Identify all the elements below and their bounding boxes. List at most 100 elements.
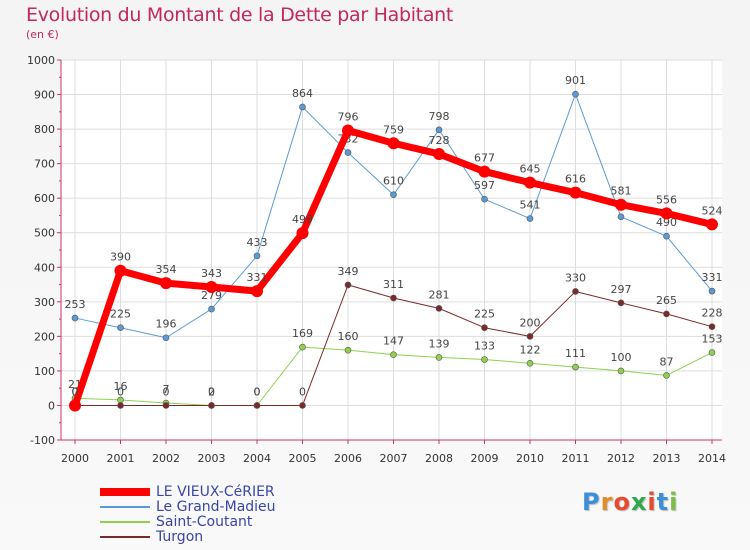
data-label: 139 (429, 337, 450, 350)
data-point (663, 372, 670, 379)
data-point (663, 232, 670, 240)
legend-label: Saint-Coutant (156, 513, 253, 530)
data-label: 524 (702, 204, 723, 217)
data-label: 331 (702, 271, 723, 284)
data-label: 16 (114, 380, 128, 393)
x-tick-label: 2006 (334, 452, 362, 465)
logo-letter: r (600, 488, 614, 516)
x-tick-label: 2014 (698, 452, 726, 465)
data-label: 556 (656, 193, 677, 206)
x-tick-label: 2003 (198, 452, 226, 465)
y-tick-label: 600 (34, 192, 55, 205)
data-label: 330 (565, 271, 586, 284)
x-tick-label: 2004 (243, 452, 271, 465)
data-label: 253 (65, 298, 86, 311)
legend-item: Turgon (100, 528, 330, 545)
x-tick-label: 2002 (152, 452, 180, 465)
data-point (526, 333, 534, 340)
data-point (390, 191, 397, 199)
data-point (706, 218, 718, 231)
data-label: 759 (383, 123, 404, 136)
data-point (162, 402, 170, 409)
y-tick-label: 300 (34, 296, 55, 309)
x-tick-label: 2010 (516, 452, 544, 465)
x-tick-label: 2012 (607, 452, 635, 465)
y-tick-label: 700 (34, 158, 55, 171)
data-point (208, 305, 215, 313)
logo-letter: i (669, 488, 679, 516)
data-label: 541 (520, 199, 541, 212)
data-point (569, 186, 582, 199)
data-label: 100 (611, 351, 632, 364)
data-label: 610 (383, 175, 404, 188)
data-label: 225 (110, 308, 131, 321)
data-label: 0 (299, 385, 306, 398)
data-label: 196 (156, 318, 177, 331)
legend-label: LE VIEUX-CéRIER (156, 483, 275, 500)
data-label: 279 (201, 289, 222, 302)
data-point (387, 137, 400, 150)
data-point (253, 402, 261, 409)
data-label: 133 (474, 340, 495, 353)
data-point (572, 90, 579, 98)
data-label: 433 (247, 236, 268, 249)
data-label: 677 (474, 152, 495, 165)
data-point (572, 288, 579, 295)
data-point (617, 213, 625, 221)
data-label: 864 (292, 87, 313, 100)
data-point (481, 195, 488, 203)
y-tick-label: 900 (34, 89, 55, 102)
data-label: 349 (338, 265, 359, 278)
data-label: 0 (72, 385, 79, 398)
data-point (524, 176, 536, 189)
legend-label: Le Grand-Madieu (156, 498, 276, 515)
data-point (117, 402, 124, 409)
data-point (660, 207, 673, 220)
data-point (344, 281, 352, 289)
data-point (617, 299, 625, 307)
data-label: 901 (565, 74, 586, 87)
data-point (615, 198, 627, 211)
data-point (663, 310, 670, 318)
x-tick-label: 2007 (380, 452, 408, 465)
proxiti-logo: Proxiti (582, 488, 678, 516)
logo-letter: o (613, 488, 631, 516)
x-tick-label: 2000 (61, 452, 89, 465)
data-label: 153 (702, 333, 723, 346)
y-tick-label: 800 (34, 123, 55, 136)
data-label: 281 (429, 288, 450, 301)
x-tick-label: 2011 (562, 452, 590, 465)
legend-swatch (100, 505, 150, 508)
y-tick-label: 200 (34, 330, 55, 343)
legend-swatch (100, 535, 150, 538)
data-point (526, 215, 534, 222)
data-label: 390 (110, 251, 131, 264)
logo-letter: i (647, 488, 657, 516)
y-tick-label: 100 (34, 365, 55, 378)
data-point (251, 285, 263, 298)
data-label: 111 (565, 347, 586, 360)
data-label: 7 (163, 383, 170, 396)
x-tick-label: 2008 (425, 452, 453, 465)
data-point (478, 165, 491, 178)
plot-area (61, 60, 722, 440)
data-label: 645 (520, 163, 541, 176)
legend-label: Turgon (156, 528, 204, 545)
data-label: 616 (565, 173, 586, 186)
data-label: 798 (429, 110, 450, 123)
data-point (69, 399, 81, 412)
data-point (390, 294, 397, 302)
legend-swatch (100, 520, 150, 523)
data-label: 0 (72, 385, 79, 398)
data-point (617, 367, 625, 375)
data-point (205, 280, 218, 293)
data-label: 354 (156, 263, 177, 276)
legend-item: LE VIEUX-CéRIER (100, 483, 330, 500)
data-label: 331 (247, 271, 268, 284)
data-label: 499 (292, 213, 313, 226)
data-point (299, 103, 306, 111)
data-label: 597 (474, 179, 495, 192)
data-label: 2 (208, 385, 215, 398)
chart-legend: LE VIEUX-CéRIER Le Grand-Madieu Saint-Cout… (100, 483, 330, 545)
